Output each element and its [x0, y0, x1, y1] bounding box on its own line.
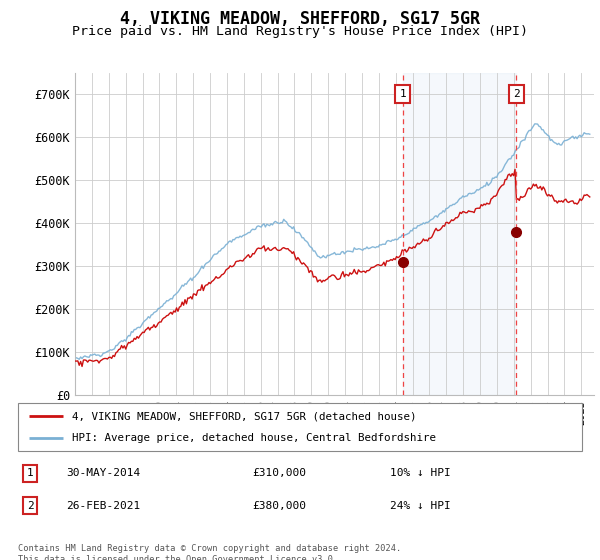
Text: 1: 1 — [26, 468, 34, 478]
Text: 24% ↓ HPI: 24% ↓ HPI — [390, 501, 451, 511]
Text: 4, VIKING MEADOW, SHEFFORD, SG17 5GR: 4, VIKING MEADOW, SHEFFORD, SG17 5GR — [120, 10, 480, 27]
Text: 26-FEB-2021: 26-FEB-2021 — [66, 501, 140, 511]
FancyBboxPatch shape — [18, 403, 582, 451]
Text: 30-MAY-2014: 30-MAY-2014 — [66, 468, 140, 478]
Text: 1: 1 — [399, 89, 406, 99]
Text: HPI: Average price, detached house, Central Bedfordshire: HPI: Average price, detached house, Cent… — [71, 433, 436, 443]
Text: Price paid vs. HM Land Registry's House Price Index (HPI): Price paid vs. HM Land Registry's House … — [72, 25, 528, 38]
Text: 2: 2 — [26, 501, 34, 511]
Text: 10% ↓ HPI: 10% ↓ HPI — [390, 468, 451, 478]
Text: Contains HM Land Registry data © Crown copyright and database right 2024.
This d: Contains HM Land Registry data © Crown c… — [18, 544, 401, 560]
Text: 4, VIKING MEADOW, SHEFFORD, SG17 5GR (detached house): 4, VIKING MEADOW, SHEFFORD, SG17 5GR (de… — [71, 411, 416, 421]
Text: £380,000: £380,000 — [252, 501, 306, 511]
Bar — [403, 73, 517, 395]
Text: £310,000: £310,000 — [252, 468, 306, 478]
Text: 2: 2 — [513, 89, 520, 99]
